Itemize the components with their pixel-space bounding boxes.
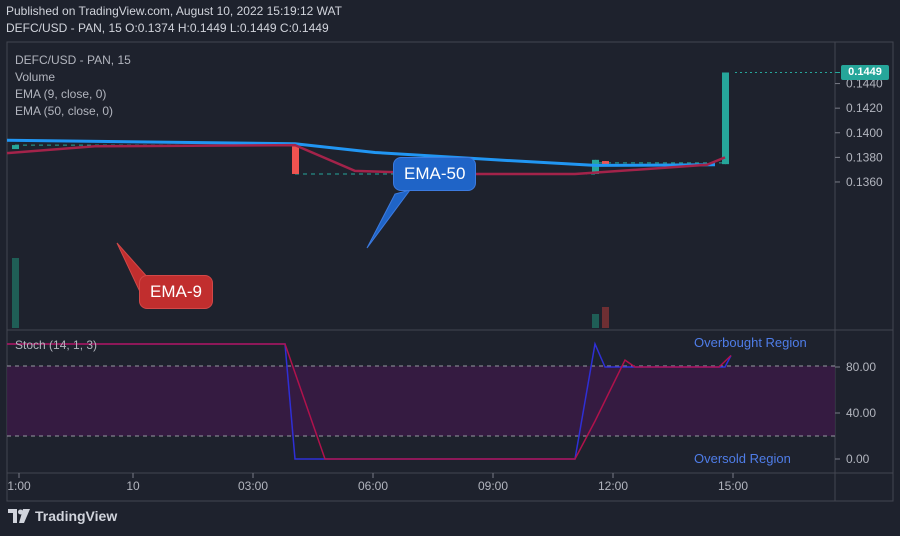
legend-stoch[interactable]: Stoch (14, 1, 3) — [15, 338, 98, 352]
time-tick-label: 03:00 — [238, 479, 268, 493]
chart-frame — [6, 41, 894, 502]
volume-bar — [592, 314, 599, 328]
tradingview-logo-icon — [8, 509, 30, 523]
overbought-label: Overbought Region — [694, 335, 807, 350]
time-tick-label: 06:00 — [358, 479, 388, 493]
ema9-line — [6, 143, 726, 176]
legend-volume[interactable]: Volume — [15, 70, 56, 84]
time-tick-label: 09:00 — [478, 479, 508, 493]
tradingview-logo[interactable]: TradingView — [8, 508, 117, 524]
price-tick-label: 0.1420 — [846, 101, 883, 115]
candle-body — [292, 145, 299, 174]
candle-body — [12, 145, 19, 150]
time-tick-label: 1:00 — [7, 479, 31, 493]
oversold-label: Oversold Region — [694, 451, 791, 466]
volume-bar — [12, 258, 19, 328]
ema50-callout: EMA-50 — [393, 157, 477, 191]
time-tick-label: 15:00 — [718, 479, 748, 493]
legend-ema9[interactable]: EMA (9, close, 0) — [15, 87, 107, 101]
stoch-tick-label: 0.00 — [846, 452, 870, 466]
candle-body — [722, 72, 729, 165]
price-tick-label: 0.1380 — [846, 150, 883, 164]
last-price-badge: 0.1449 — [841, 65, 889, 80]
legend-symbol: DEFC/USD - PAN, 15 — [15, 53, 131, 67]
candle-body — [602, 161, 609, 166]
published-header: Published on TradingView.com, August 10,… — [6, 4, 342, 18]
candle-body — [592, 159, 599, 174]
price-tick-label: 0.1360 — [846, 175, 883, 189]
time-tick-label: 10 — [126, 479, 140, 493]
ema50-line — [6, 138, 716, 167]
stoch-d-line — [7, 343, 732, 460]
price-tick-label: 0.1440 — [846, 77, 883, 91]
stoch-tick-label: 40.00 — [846, 406, 876, 420]
legend-ema50[interactable]: EMA (50, close, 0) — [15, 104, 114, 118]
price-tick-label: 0.1400 — [846, 126, 883, 140]
time-tick-label: 12:00 — [598, 479, 628, 493]
ema9-callout: EMA-9 — [139, 275, 213, 309]
tradingview-logo-text: TradingView — [35, 508, 118, 524]
volume-bar — [602, 307, 609, 328]
stoch-tick-label: 80.00 — [846, 360, 876, 374]
ema50-callout-pointer — [366, 189, 412, 249]
stoch-band — [7, 366, 835, 436]
ohlc-header: DEFC/USD - PAN, 15 O:0.1374 H:0.1449 L:0… — [6, 21, 329, 35]
